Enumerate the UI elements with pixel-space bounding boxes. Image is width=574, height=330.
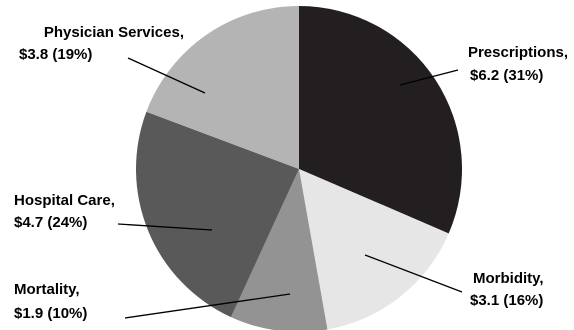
label-prescriptions-name: Prescriptions, [468, 44, 568, 61]
pie-slices [136, 6, 463, 330]
pie-slice-physician-services [146, 6, 299, 169]
pie-slice-prescriptions [299, 6, 463, 234]
pie-slice-morbidity [299, 169, 449, 330]
label-mortality-value: $1.9 (10%) [14, 305, 87, 322]
leader-line-hospital-care [117, 223, 213, 231]
pie-slice-hospital-care [136, 111, 299, 318]
leader-line-prescriptions [399, 69, 459, 86]
pie-slice-mortality [230, 169, 328, 330]
label-mortality: Mortality, $1.9 (10%) [14, 281, 87, 322]
label-morbidity-name: Morbidity, [473, 270, 544, 287]
label-physician-services: Physician Services, $3.8 (19%) [19, 24, 184, 63]
label-physician-services-name: Physician Services, [44, 24, 184, 41]
label-prescriptions-value: $6.2 (31%) [470, 67, 543, 84]
leader-line-physician-services [127, 57, 206, 94]
label-hospital-care: Hospital Care, $4.7 (24%) [14, 192, 115, 231]
label-morbidity: Morbidity, $3.1 (16%) [470, 270, 544, 309]
leader-line-mortality [124, 293, 291, 319]
label-physician-services-value: $3.8 (19%) [19, 46, 92, 63]
leader-line-morbidity [364, 254, 463, 293]
label-hospital-care-value: $4.7 (24%) [14, 214, 87, 231]
label-mortality-name: Mortality, [14, 281, 80, 298]
label-morbidity-value: $3.1 (16%) [470, 292, 543, 309]
leader-lines [117, 57, 463, 319]
label-hospital-care-name: Hospital Care, [14, 192, 115, 209]
label-prescriptions: Prescriptions, $6.2 (31%) [468, 44, 568, 84]
